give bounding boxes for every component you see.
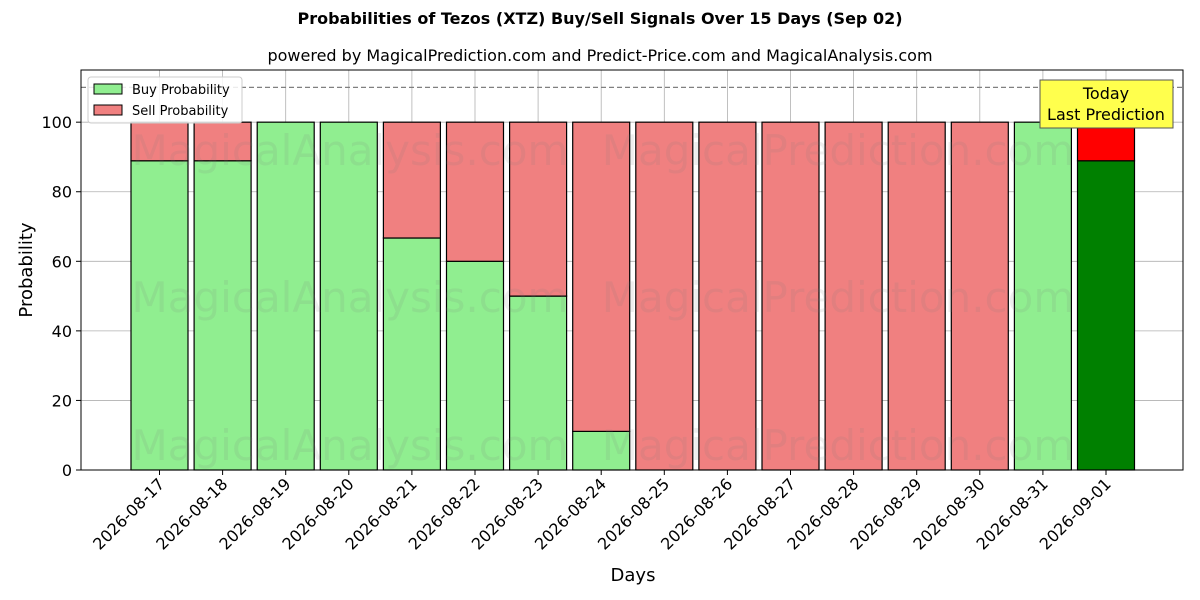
sell-bar <box>761 121 820 471</box>
watermark-text: MagicalAnalysis.com <box>132 126 569 175</box>
chart-title: Probabilities of Tezos (XTZ) Buy/Sell Si… <box>297 9 903 28</box>
x-axis: 2026-08-172026-08-182026-08-192026-08-20… <box>89 470 1115 554</box>
sell-bar <box>635 121 694 471</box>
y-axis: 0 20 40 60 80 100 <box>41 113 81 480</box>
y-tick-label: 100 <box>41 113 72 132</box>
legend-label: Sell Probability <box>132 104 229 119</box>
buy-bar <box>130 160 189 471</box>
legend-swatch <box>93 83 123 95</box>
legend-label: Buy Probability <box>132 83 230 98</box>
y-tick-label: 20 <box>52 391 72 410</box>
y-axis-label: Probability <box>16 222 37 317</box>
buy-bar <box>1076 160 1136 471</box>
plot-frame <box>80 69 1184 471</box>
buy-bar <box>1013 121 1073 471</box>
watermark-text: MagicalPrediction.com <box>602 273 1075 322</box>
watermark-text: MagicalPrediction.com <box>602 126 1075 175</box>
x-axis-label: Days <box>611 565 656 586</box>
y-tick-label: 0 <box>62 461 72 480</box>
buy-bar <box>572 430 631 471</box>
buy-bar <box>382 237 441 471</box>
annotation-line1: Today <box>1082 84 1129 103</box>
watermark-text: MagicalAnalysis.com <box>132 421 569 470</box>
sell-bar <box>572 121 631 432</box>
legend-swatch <box>93 104 123 116</box>
sell-bar <box>193 121 252 162</box>
y-tick-label: 40 <box>52 322 72 341</box>
sell-bar <box>887 121 946 471</box>
annotation-box <box>1039 79 1174 129</box>
legend: Buy Probability Sell Probability <box>87 76 243 124</box>
y-tick-label: 80 <box>52 183 72 202</box>
sell-bar <box>382 121 441 239</box>
watermark-text: MagicalPrediction.com <box>602 421 1075 470</box>
watermarks: MagicalAnalysis.com MagicalPrediction.com… <box>132 126 1075 470</box>
buy-bar <box>319 121 378 471</box>
watermark-text: MagicalAnalysis.com <box>132 273 569 322</box>
chart-subtitle: powered by MagicalPrediction.com and Pre… <box>267 46 933 65</box>
annotation-line2: Last Prediction <box>1047 105 1165 124</box>
today-annotation: Today Last Prediction <box>1039 79 1174 129</box>
sell-bar <box>1076 121 1136 162</box>
bars <box>130 121 1136 471</box>
sell-bar <box>509 121 568 297</box>
legend-box <box>87 76 243 124</box>
y-tick-label: 60 <box>52 252 72 271</box>
sell-bar <box>445 121 505 262</box>
sell-bar <box>698 121 757 471</box>
